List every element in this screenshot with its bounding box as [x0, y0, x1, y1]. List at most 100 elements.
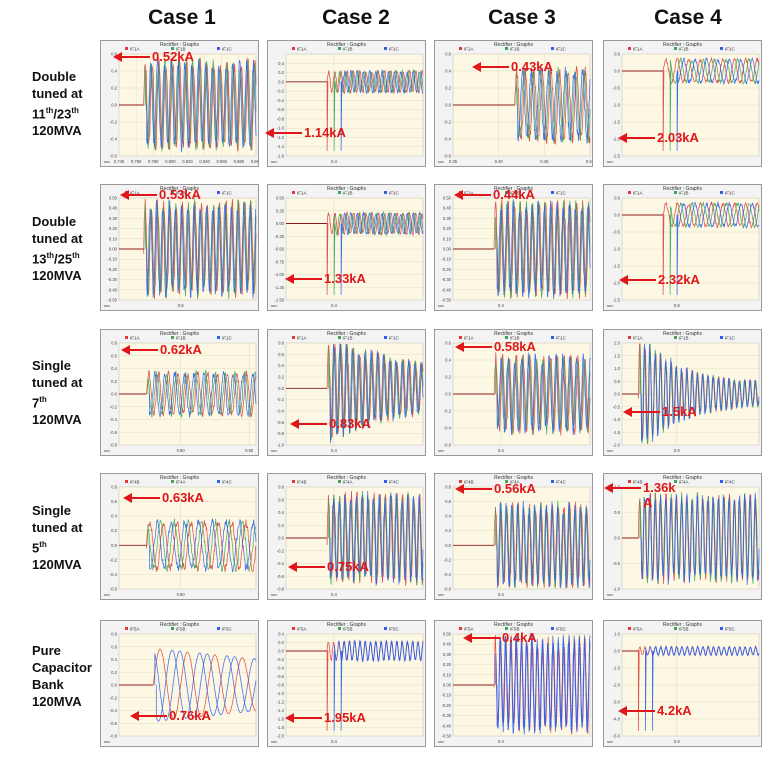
x-tick-label: 0.760 — [131, 159, 142, 164]
row-label-4: Single tuned at 5th 120MVA — [32, 502, 100, 573]
legend-label: IF4B — [130, 480, 140, 485]
y-tick-label: 0.8 — [111, 632, 117, 637]
y-tick-label: 0.0 — [445, 543, 451, 548]
legend-label: IF4A — [510, 480, 520, 485]
panel-title: Rectifier : Graphs — [494, 186, 533, 192]
y-tick-label: -1.4 — [277, 708, 285, 713]
row-label-line: 11th/23th — [32, 106, 79, 122]
row-label-line: 120MVA — [32, 268, 82, 284]
y-tick-label: -1.5 — [613, 120, 621, 125]
peak-annotation: 1.33kA — [284, 271, 394, 289]
legend-label: IF1C — [725, 47, 736, 52]
y-tick-label: 0.6 — [445, 499, 451, 504]
row-label-line: tuned at — [32, 375, 83, 390]
y-tick-label: -0.25 — [274, 234, 284, 239]
x-unit-label: sec — [271, 159, 277, 164]
waveform-svg: IF1A IF1B IF1C 0.5 0.0 -0.5 -1.0 -1.5 -2.0 -2.5se… — [607, 47, 760, 164]
y-tick-label: 1.5 — [614, 353, 620, 358]
panel-title: Rectifier : Graphs — [494, 331, 533, 337]
legend-swatch — [628, 336, 631, 339]
peak-label: 0.75kA — [327, 559, 369, 574]
y-tick-label: 0.0 — [614, 536, 620, 541]
legend-label: IF1B — [176, 336, 186, 341]
legend-swatch — [551, 480, 554, 483]
x-tick-label: 0.8 — [674, 739, 680, 744]
peak-label: 4.2kA — [657, 703, 692, 718]
legend-swatch — [720, 627, 723, 630]
y-tick-label: -0.2 — [277, 548, 285, 553]
x-tick-label: 0.4 — [331, 303, 337, 308]
peak-annotation: 1.5kA — [622, 404, 732, 422]
row-label-5: Pure Capacitor Bank 120MVA — [32, 642, 100, 710]
row-label-line: 7th — [32, 395, 47, 411]
x-unit-label: sec — [104, 592, 110, 597]
y-tick-label: 0.20 — [109, 226, 118, 231]
waveform-series — [340, 211, 424, 295]
waveform-panel: Rectifier : Graphs IF1A IF1B IF1C 0.50 0.25 0.… — [267, 184, 426, 311]
legend-label: IF1A — [633, 336, 643, 341]
legend-label: IF1C — [389, 336, 400, 341]
x-tick-label: 0.90 — [245, 448, 254, 453]
y-tick-label: -0.8 — [277, 683, 285, 688]
x-tick-label: 0.840 — [199, 159, 210, 164]
legend-swatch — [292, 480, 295, 483]
panel-title: Rectifier : Graphs — [494, 42, 533, 48]
y-tick-label: -0.5 — [613, 561, 621, 566]
waveform-panel: Rectifier : Graphs IF5A IF5B IF5C 0.50 0.40 0.… — [434, 620, 593, 747]
y-tick-label: -2.0 — [613, 137, 621, 142]
peak-annotation: 2.03kA — [617, 130, 727, 148]
legend-swatch — [217, 336, 220, 339]
waveform-svg: IF4B IF4A IF4C 0.8 0.6 0.4 0.2 0.0 -0.2 -0.4 -0.6 0… — [438, 480, 591, 597]
panel-title: Rectifier : Graphs — [327, 42, 366, 48]
x-tick-label: 0.8 — [178, 303, 184, 308]
row-label-line: 13th/25th — [32, 251, 80, 267]
legend-label: IF4B — [633, 480, 643, 485]
y-tick-label: -0.5 — [613, 404, 621, 409]
x-unit-label: sec — [607, 159, 613, 164]
y-tick-label: 0.20 — [443, 662, 452, 667]
peak-label: 0.58kA — [494, 339, 536, 354]
legend-swatch — [551, 47, 554, 50]
legend-label: IF1C — [725, 191, 736, 196]
y-tick-label: -1.2 — [277, 135, 285, 140]
y-tick-label: -0.6 — [444, 443, 452, 448]
peak-label: 0.63kA — [162, 490, 204, 505]
y-tick-label: 0.0 — [445, 103, 451, 108]
y-tick-label: 0.30 — [443, 652, 452, 657]
y-tick-label: 0.0 — [278, 386, 284, 391]
annotation-arrow — [455, 484, 492, 494]
x-tick-label: 0.740 — [114, 159, 125, 164]
y-tick-label: -0.6 — [110, 430, 118, 435]
waveform-series — [652, 645, 760, 731]
plot-area — [285, 53, 424, 157]
waveform-panel: Rectifier : Graphs IF1A IF1B IF1C 0.5 0.0 -0.5… — [603, 40, 762, 167]
y-tick-label: -0.40 — [441, 287, 451, 292]
legend-swatch — [674, 191, 677, 194]
legend-label: IF4C — [389, 480, 400, 485]
y-tick-label: -1.5 — [613, 430, 621, 435]
legend-swatch — [384, 480, 387, 483]
annotation-arrow — [454, 190, 491, 200]
waveform-series — [146, 57, 257, 153]
y-tick-label: 0.4 — [445, 69, 451, 74]
peak-label: 1.36k A — [643, 480, 676, 510]
y-tick-label: -1.0 — [277, 443, 285, 448]
y-tick-label: -1.0 — [613, 587, 621, 592]
x-tick-label: 0.4 — [498, 739, 504, 744]
y-tick-label: -1.0 — [613, 417, 621, 422]
legend-label: IF1C — [725, 336, 736, 341]
y-tick-label: -0.50 — [107, 298, 117, 303]
legend-label: IF1C — [222, 47, 233, 52]
y-tick-label: -0.40 — [107, 287, 117, 292]
x-unit-label: sec — [438, 592, 444, 597]
legend-swatch — [720, 47, 723, 50]
y-tick-label: 0.10 — [109, 236, 118, 241]
waveform-series — [496, 634, 591, 734]
y-tick-label: 0.6 — [445, 52, 451, 57]
x-tick-label: 0.45 — [540, 159, 549, 164]
y-tick-label: -1.50 — [274, 298, 284, 303]
y-tick-label: 0.2 — [278, 70, 284, 75]
waveform-panel: Rectifier : Graphs IF4B IF4A IF4C 0.8 0.6 0.4 0… — [100, 473, 259, 600]
x-unit-label: sec — [438, 159, 444, 164]
y-tick-label: -0.4 — [110, 572, 118, 577]
